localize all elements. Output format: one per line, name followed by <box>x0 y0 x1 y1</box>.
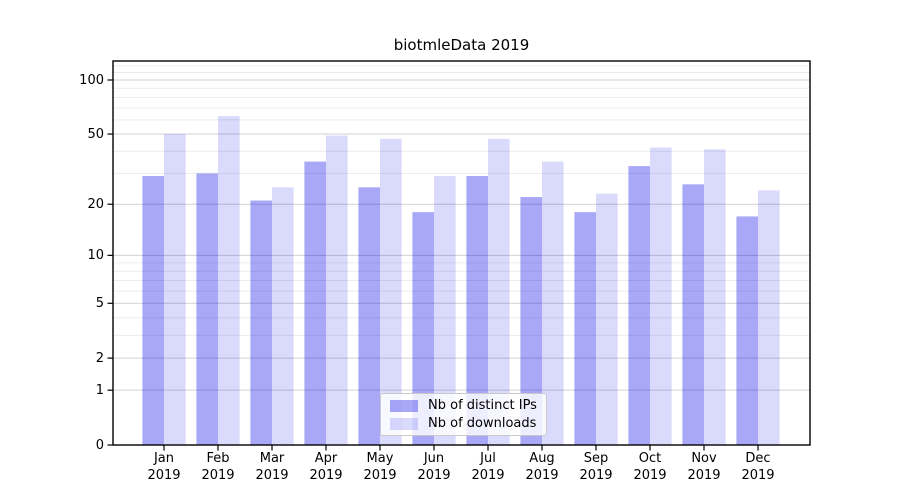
legend-swatch-downloads <box>390 417 418 430</box>
x-tick-label-dec: Dec 2019 <box>741 451 775 483</box>
bar-downloads-aug <box>542 161 564 445</box>
y-tick-label-100: 100 <box>79 72 104 88</box>
bar-downloads-dec <box>758 190 780 445</box>
y-tick-label-2: 2 <box>95 350 104 366</box>
bar-downloads-apr <box>326 135 348 445</box>
y-tick-label-50: 50 <box>87 126 104 142</box>
chart-title: biotmleData 2019 <box>393 36 530 54</box>
bar-downloads-jan <box>164 134 186 445</box>
bar-distinct-ips-jul <box>466 176 488 445</box>
bar-distinct-ips-dec <box>736 216 758 445</box>
bar-distinct-ips-nov <box>682 184 704 445</box>
bar-distinct-ips-sep <box>574 212 596 445</box>
x-tick-label-oct: Oct 2019 <box>633 451 667 483</box>
bar-downloads-jul <box>488 138 510 445</box>
x-tick-label-aug: Aug 2019 <box>525 451 559 483</box>
bar-downloads-nov <box>704 149 726 446</box>
bar-distinct-ips-may <box>358 187 380 445</box>
bar-downloads-oct <box>650 147 672 445</box>
bar-distinct-ips-mar <box>250 200 272 445</box>
x-tick-label-nov: Nov 2019 <box>687 451 721 483</box>
y-tick-label-20: 20 <box>87 196 104 212</box>
x-tick-label-sep: Sep 2019 <box>579 451 613 483</box>
legend-item-distinct-ips: Nb of distinct IPs <box>390 398 546 413</box>
bar-distinct-ips-jun <box>412 212 434 445</box>
bar-downloads-sep <box>596 193 618 445</box>
bar-distinct-ips-apr <box>304 161 326 445</box>
x-tick-label-jun: Jun 2019 <box>417 451 451 483</box>
bar-distinct-ips-jan <box>142 176 164 445</box>
bar-downloads-mar <box>272 187 294 445</box>
plot-border <box>112 60 811 446</box>
bar-downloads-feb <box>218 116 240 446</box>
x-tick-label-apr: Apr 2019 <box>309 451 343 483</box>
y-tick-label-0: 0 <box>95 437 104 453</box>
legend-swatch-distinct-ips <box>390 399 418 412</box>
x-tick-label-jul: Jul 2019 <box>471 451 505 483</box>
y-tick-label-1: 1 <box>95 382 104 398</box>
y-tick-label-5: 5 <box>95 295 104 311</box>
x-tick-label-mar: Mar 2019 <box>255 451 289 483</box>
bar-distinct-ips-oct <box>628 166 650 445</box>
x-tick-label-jan: Jan 2019 <box>147 451 181 483</box>
bar-downloads-jun <box>434 176 456 445</box>
bar-downloads-may <box>380 138 402 445</box>
legend-label-distinct-ips: Nb of distinct IPs <box>428 398 537 413</box>
y-tick-label-10: 10 <box>87 247 104 263</box>
bar-distinct-ips-feb <box>196 173 218 445</box>
x-tick-label-feb: Feb 2019 <box>201 451 235 483</box>
legend: Nb of distinct IPs Nb of downloads <box>380 393 547 436</box>
legend-item-downloads: Nb of downloads <box>390 416 546 431</box>
bar-distinct-ips-aug <box>520 197 542 445</box>
legend-label-downloads: Nb of downloads <box>428 416 537 431</box>
x-tick-label-may: May 2019 <box>363 451 397 483</box>
